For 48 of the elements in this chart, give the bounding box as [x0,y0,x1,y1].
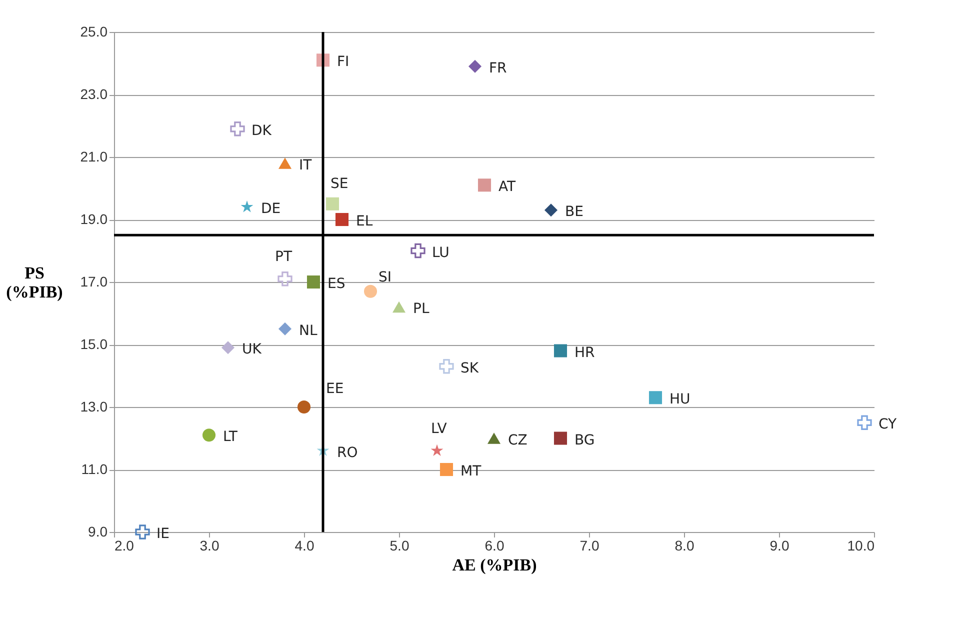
series-label: CZ [508,432,528,448]
x-tick-label: 7.0 [580,538,600,554]
y-tick-label: 15.0 [80,336,108,352]
x-tick-label: 6.0 [484,538,504,554]
series-label: PT [275,248,292,265]
x-axis-title: AE (%PIB) [452,556,537,574]
series-label: LU [432,244,450,261]
y-axis-title: PS (%PIB) [6,264,63,302]
series-label: EL [356,214,373,230]
series-label: IT [299,157,312,174]
series-label: EE [326,381,344,397]
series-label: RO [337,444,358,461]
y-tick-label: 25.0 [80,24,108,40]
series-label: UK [242,342,262,358]
series-label: AT [498,179,516,196]
x-tick-label: 5.0 [390,538,410,554]
x-tick-label: 8.0 [674,538,694,554]
series-label: PL [413,301,430,317]
series-label: BG [574,432,595,448]
series-label: CY [878,416,898,433]
series-label: IE [156,526,170,542]
series-label: SI [378,269,392,286]
series-label: DE [261,201,281,217]
y-tick-label: 21.0 [80,148,108,164]
series-label: DK [252,122,272,139]
y-tick-label: 19.0 [80,211,108,227]
series-label: LV [431,420,448,437]
y-tick-label: 13.0 [80,398,108,414]
series-label: HR [574,344,596,361]
series-label: SK [460,360,480,376]
series-label: FI [337,54,350,70]
y-tick-label: 17.0 [80,274,108,290]
series-label: ES [328,276,346,292]
x-tick-label: 2.0 [114,538,134,554]
x-tick-label: 9.0 [770,538,790,554]
series-label: BE [565,204,584,220]
series-label: HU [670,392,690,408]
series-label: NL [299,322,318,339]
y-tick-label: 23.0 [80,86,108,102]
x-tick-label: 3.0 [200,538,220,554]
y-tick-label: 9.0 [88,524,108,540]
y-tick-label: 11.0 [81,461,108,477]
x-tick-label: 10.0 [847,538,875,554]
series-label: LT [223,429,238,446]
x-tick-label: 4.0 [294,538,314,554]
series-label: SE [330,176,348,192]
series-label: FR [489,60,508,76]
series-label: MT [460,464,482,480]
